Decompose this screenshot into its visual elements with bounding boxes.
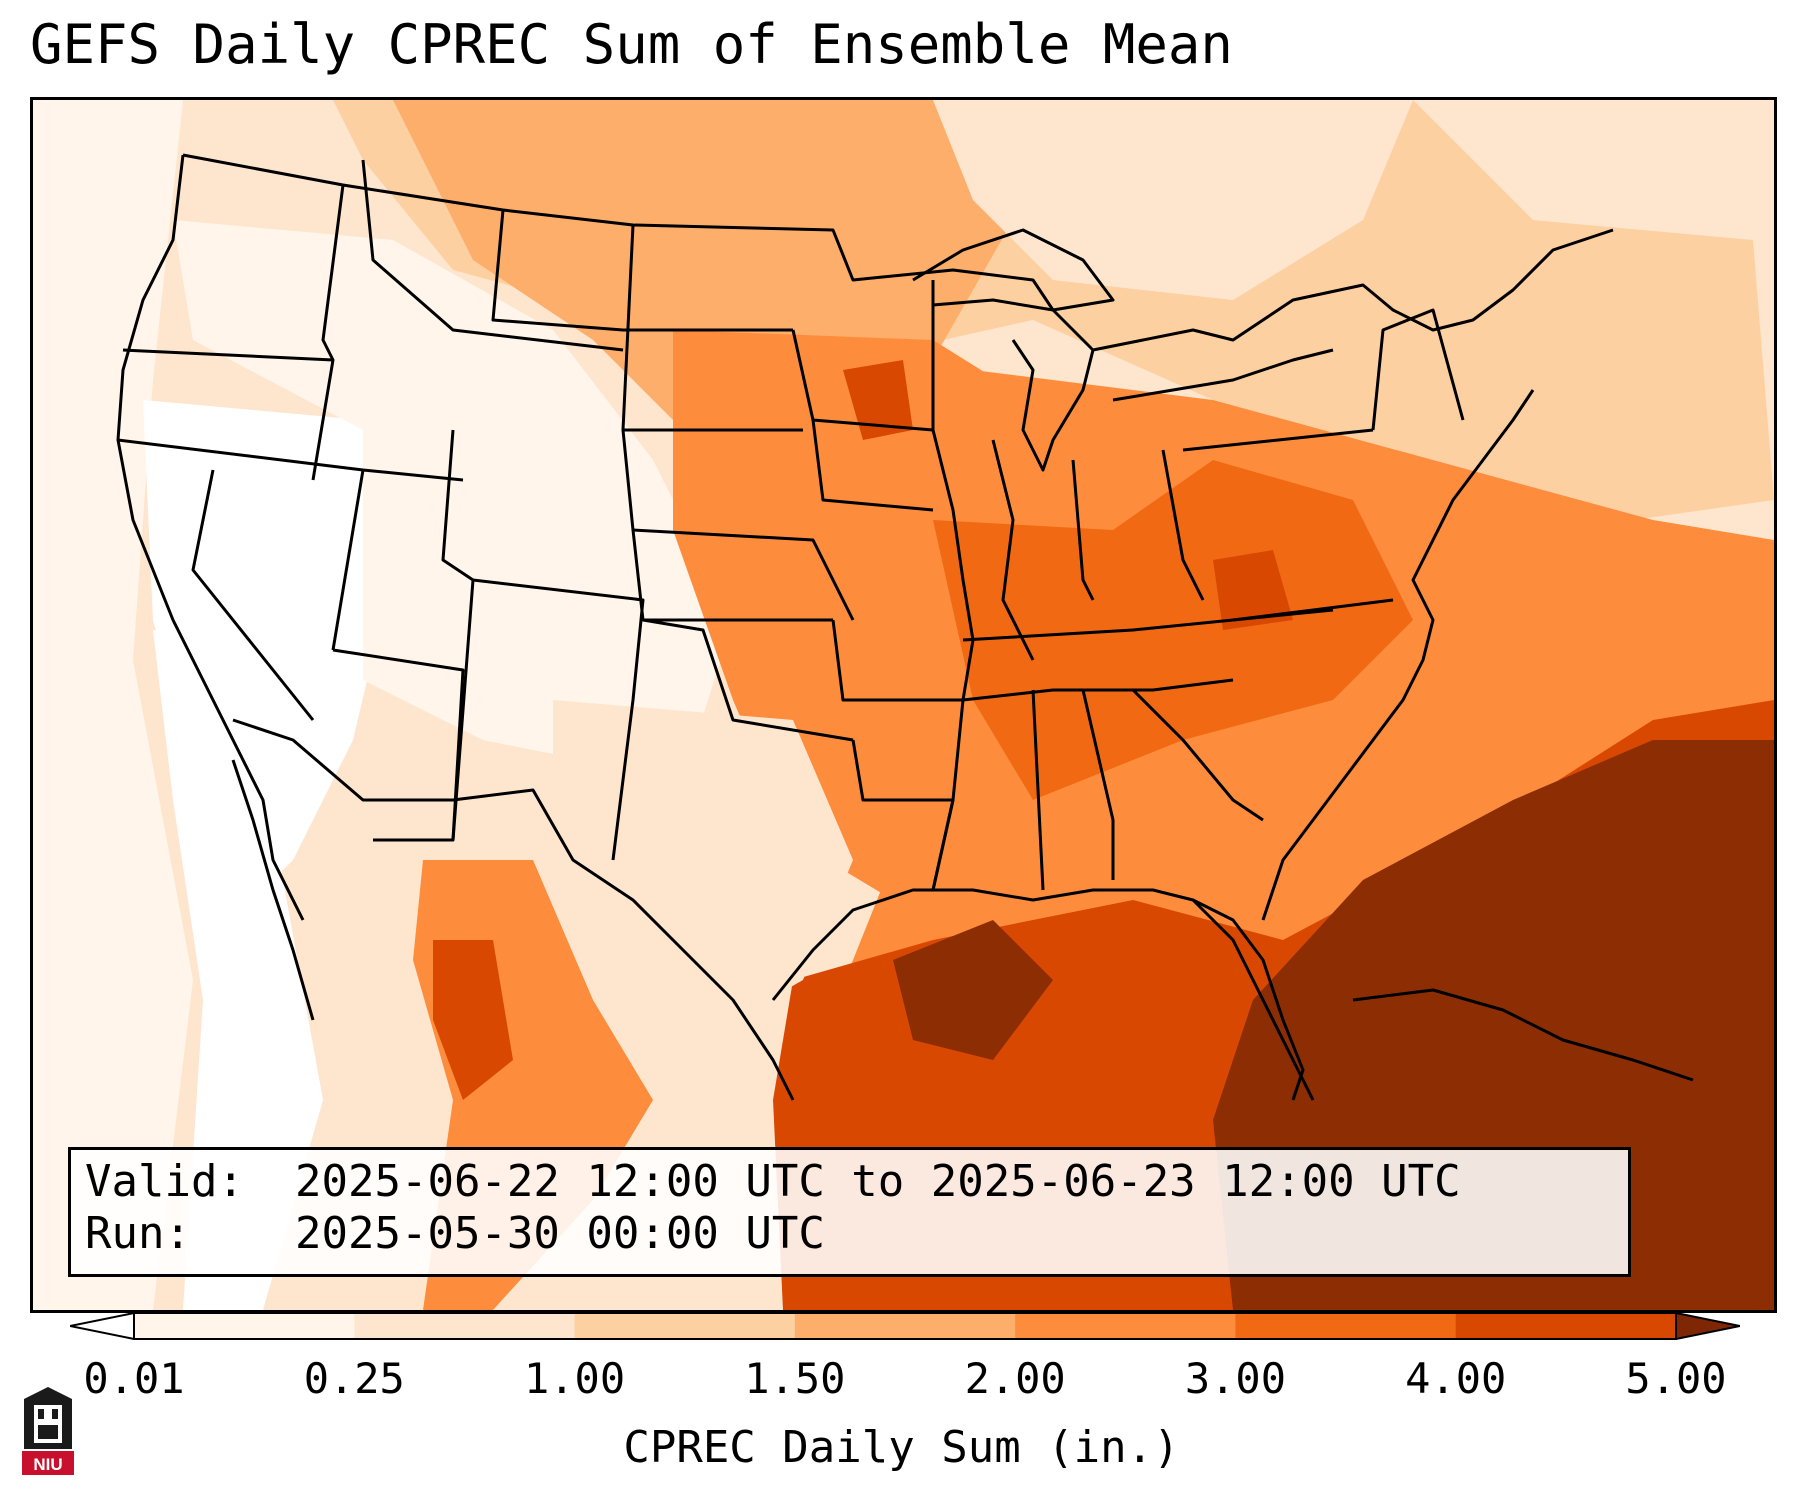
- state-line-tn-ms-al: [962, 678, 1234, 702]
- state-line-az-nm: [332, 648, 465, 842]
- texas-light-area: [553, 700, 853, 1020]
- pacific-low-precip-area: [33, 100, 193, 1310]
- state-line-co-nm: [472, 578, 645, 861]
- state-line-idaho: [311, 184, 345, 481]
- colorbar-segment: [1455, 1313, 1677, 1339]
- colorbar-segment: [1015, 1313, 1236, 1339]
- colorbar-svg: [70, 1312, 1740, 1340]
- colorbar-segment: [1235, 1313, 1457, 1339]
- western-gulf-extreme-area: [893, 920, 1053, 1060]
- state-line-ia-mo: [811, 419, 934, 512]
- mexico-border: [232, 718, 795, 1101]
- colorbar-outline: [133, 1312, 1677, 1340]
- niu-logo: NIU: [20, 1387, 76, 1479]
- west-coast-outline: [116, 154, 305, 921]
- valid-run-info-box: Valid: 2025-06-22 12:00 UTC to 2025-06-2…: [68, 1147, 1631, 1277]
- state-line-wa-or: [122, 348, 334, 362]
- colorbar-over-extend: [1675, 1312, 1740, 1340]
- colorbar-tick-label: 4.00: [1405, 1354, 1507, 1403]
- kentucky-dark-spot: [1213, 550, 1293, 630]
- colorbar-tick-label: 0.25: [303, 1354, 405, 1403]
- niu-logo-icon: NIU: [22, 1387, 74, 1475]
- state-line-mo-ar: [831, 619, 963, 702]
- state-line-new-england: [1371, 308, 1465, 431]
- run-row: Run: 2025-05-30 00:00 UTC: [85, 1208, 1614, 1260]
- colorbar-segment: [574, 1313, 796, 1339]
- colorbar-tick-label: 3.00: [1184, 1354, 1286, 1403]
- state-line-ut-co: [441, 429, 475, 841]
- florida-peninsula: [1192, 898, 1305, 1101]
- colorbar-tick-label: 1.50: [744, 1354, 846, 1403]
- state-line-ok-tx: [642, 618, 854, 742]
- valid-label: Valid:: [85, 1156, 244, 1207]
- state-line-oh-pa: [1161, 449, 1205, 601]
- iowa-dark-spot: [843, 360, 913, 440]
- state-line-in-oh: [1071, 459, 1095, 601]
- atlantic-coast: [1261, 389, 1535, 921]
- state-line-il-in-oh: [991, 439, 1035, 661]
- valid-row: Valid: 2025-06-22 12:00 UTC to 2025-06-2…: [85, 1156, 1614, 1208]
- run-label: Run:: [85, 1208, 191, 1259]
- mississippi-river: [931, 280, 975, 891]
- baja-california: [231, 759, 315, 1021]
- map-canvas: [33, 100, 1774, 1310]
- svg-text:NIU: NIU: [33, 1455, 62, 1474]
- precipitation-map: [30, 97, 1777, 1313]
- colorbar-tick-label: 0.01: [83, 1354, 185, 1403]
- state-line-pa-ny: [1182, 428, 1374, 452]
- state-line-ca-nv: [191, 469, 315, 721]
- us-canada-border: [182, 153, 1614, 352]
- run-value: 2025-05-30 00:00 UTC: [295, 1208, 825, 1259]
- boundary-lines: [116, 153, 1694, 1101]
- colorbar-tick-label: 2.00: [964, 1354, 1066, 1403]
- colorbar-tick-label: 1.00: [523, 1354, 626, 1403]
- state-line-nv-ut: [331, 469, 365, 651]
- great-lakes-michigan: [1011, 339, 1095, 472]
- state-line-ne-ks: [621, 429, 855, 621]
- state-line-ga-sc: [1131, 688, 1264, 822]
- colorbar-tick-label: 5.00: [1625, 1354, 1727, 1403]
- colorbar-segment: [354, 1313, 576, 1339]
- colorbar-under-extend: [70, 1312, 135, 1340]
- colorbar-segment: [134, 1313, 355, 1339]
- state-line-nc-va: [1232, 598, 1394, 622]
- state-line-dakotas: [491, 209, 793, 332]
- colorbar-segment: [794, 1313, 1016, 1339]
- gulf-coast: [771, 888, 1315, 1101]
- great-lakes-erie-ontario: [1112, 348, 1334, 402]
- quebec-light-area: [933, 100, 1413, 300]
- west-coast-dry-area: [153, 630, 323, 1310]
- map-title: GEFS Daily CPREC Sum of Ensemble Mean: [30, 13, 1233, 76]
- state-line-montana-wyoming: [361, 159, 624, 352]
- valid-value: 2025-06-22 12:00 UTC to 2025-06-23 12:00…: [295, 1156, 1461, 1207]
- sierra-madre-dark-area: [433, 940, 513, 1100]
- cuba-outline: [1352, 988, 1694, 1082]
- state-line-ms-al: [1031, 689, 1045, 891]
- ohio-valley-dark-area: [933, 460, 1413, 800]
- great-lakes-superior: [912, 228, 1115, 312]
- colorbar-title: CPREC Daily Sum (in.): [623, 1422, 1180, 1473]
- state-line-al-ga: [1081, 689, 1115, 880]
- colorbar: [70, 1312, 1740, 1340]
